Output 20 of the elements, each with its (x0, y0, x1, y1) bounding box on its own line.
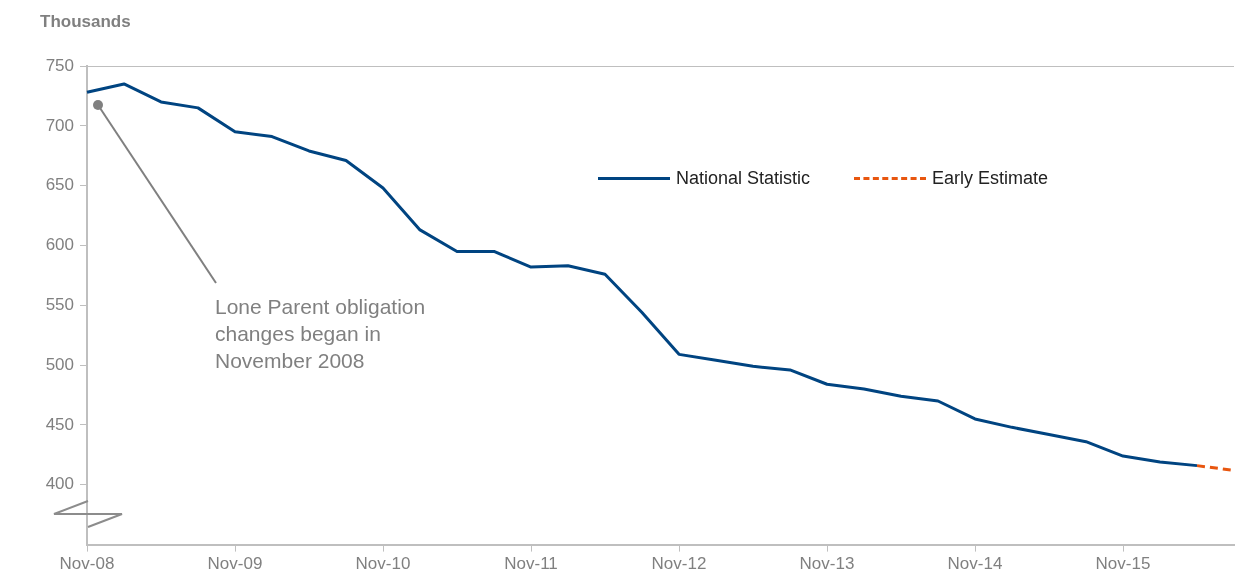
x-tick-label: Nov-10 (355, 554, 411, 574)
y-tick-label: 650 (45, 175, 74, 195)
legend-label: National Statistic (676, 168, 811, 189)
x-tick-label: Nov-12 (651, 554, 707, 574)
y-tick-label: 750 (45, 55, 74, 75)
x-tick-label: Nov-09 (207, 554, 263, 574)
x-tick-label: Nov-11 (504, 554, 558, 574)
y-tick-label: 400 (45, 474, 74, 494)
x-tick-label: Nov-08 (59, 554, 115, 574)
y-tick-label: 450 (45, 414, 74, 434)
x-tick-label: Nov-14 (947, 554, 1003, 574)
y-tick-label: 700 (45, 115, 74, 135)
legend-label: Early Estimate (932, 168, 1049, 189)
y-axis-title: Thousands (40, 12, 131, 32)
annotation: Lone Parent obligation changes began in November 2008 (215, 295, 426, 373)
x-tick-label: Nov-13 (799, 554, 855, 574)
x-tick-label: Nov-15 (1095, 554, 1151, 574)
y-tick-label: 500 (45, 354, 74, 374)
y-tick-label: 550 (45, 294, 74, 314)
y-tick-label: 600 (45, 235, 74, 255)
